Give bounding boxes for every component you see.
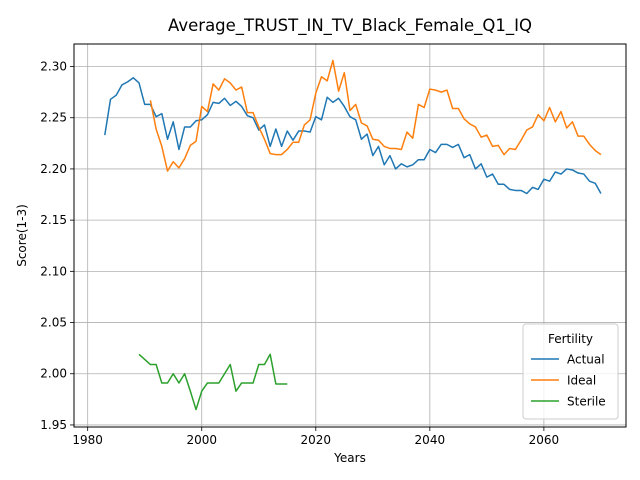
y-axis-label: Score(1-3) bbox=[15, 204, 29, 267]
x-axis-ticks: 1980 2000 2020 2040 2060 bbox=[72, 427, 559, 447]
y-tick-label: 2.05 bbox=[40, 316, 67, 330]
legend-label-ideal: Ideal bbox=[567, 374, 596, 388]
y-tick-label: 1.95 bbox=[40, 418, 67, 432]
series-line-sterile bbox=[138, 353, 288, 411]
x-tick-label: 1980 bbox=[72, 433, 103, 447]
y-tick-label: 2.00 bbox=[40, 367, 67, 381]
legend-title: Fertility bbox=[548, 332, 593, 346]
grid-lines bbox=[74, 44, 626, 427]
x-tick-label: 2000 bbox=[186, 433, 217, 447]
legend-box bbox=[522, 323, 619, 420]
x-axis-label: Years bbox=[333, 451, 366, 465]
plot-frame bbox=[73, 43, 627, 428]
y-tick-label: 2.20 bbox=[40, 162, 67, 176]
series-line-ideal bbox=[149, 59, 602, 172]
legend: Fertility Actual Ideal Sterile bbox=[522, 323, 619, 420]
legend-label-actual: Actual bbox=[567, 353, 605, 367]
legend-label-sterile: Sterile bbox=[567, 395, 606, 409]
chart-title: Average_TRUST_IN_TV_Black_Female_Q1_IQ bbox=[168, 16, 532, 36]
series-line-actual bbox=[104, 77, 602, 195]
y-tick-label: 2.15 bbox=[40, 213, 67, 227]
y-tick-label: 2.10 bbox=[40, 264, 67, 278]
x-tick-label: 2020 bbox=[301, 433, 332, 447]
y-axis-ticks: 1.95 2.00 2.05 2.10 2.15 2.20 2.25 2.30 bbox=[40, 60, 74, 432]
y-tick-label: 2.25 bbox=[40, 111, 67, 125]
y-tick-label: 2.30 bbox=[40, 60, 67, 74]
x-tick-label: 2040 bbox=[415, 433, 446, 447]
x-tick-label: 2060 bbox=[529, 433, 560, 447]
series-lines bbox=[104, 59, 602, 411]
